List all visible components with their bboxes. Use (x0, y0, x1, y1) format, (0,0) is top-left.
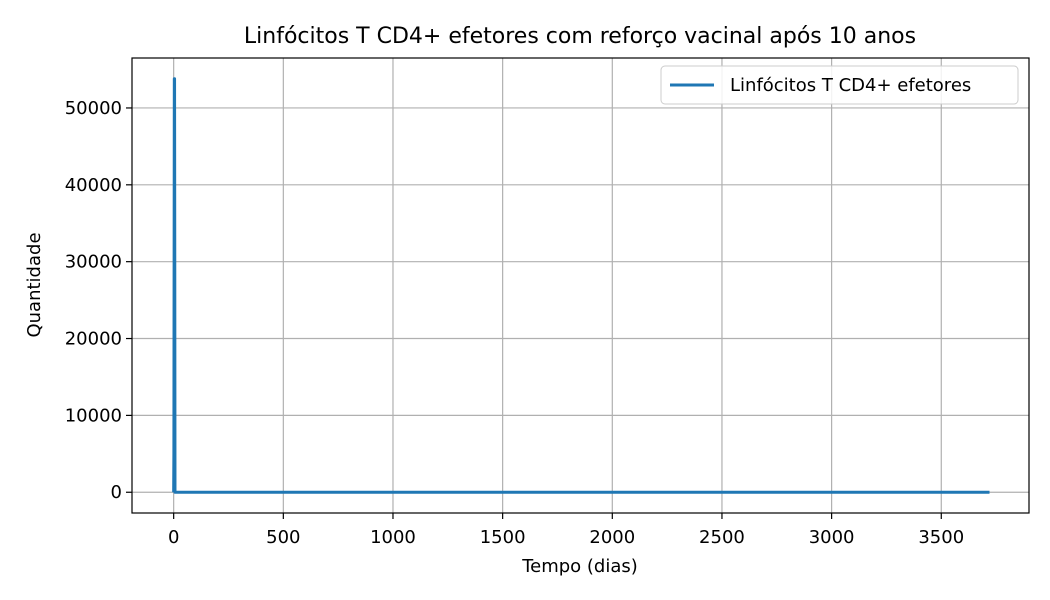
y-axis-label: Quantidade (24, 232, 45, 337)
y-tick-label: 40000 (65, 175, 122, 196)
series-layer (172, 77, 990, 494)
x-tick-label: 500 (266, 527, 300, 548)
x-axis: 0 500 1000 1500 2000 2500 3000 3500 (168, 513, 964, 548)
x-tick-label: 0 (168, 527, 179, 548)
x-tick-label: 1000 (370, 527, 416, 548)
y-tick-label: 30000 (65, 252, 122, 273)
chart-title: Linfócitos T CD4+ efetores com reforço v… (244, 24, 916, 49)
y-axis: 0 10000 20000 30000 40000 50000 (65, 98, 132, 503)
legend: Linfócitos T CD4+ efetores (660, 65, 1019, 105)
legend-box (660, 65, 1019, 105)
x-tick-label: 3500 (918, 527, 964, 548)
x-tick-label: 3000 (809, 527, 855, 548)
y-tick-label: 10000 (65, 405, 122, 426)
y-tick-label: 50000 (65, 98, 122, 119)
series-line (172, 77, 990, 494)
legend-label: Linfócitos T CD4+ efetores (730, 75, 971, 96)
grid (132, 58, 1029, 513)
plot-frame (131, 57, 1030, 514)
x-tick-label: 2500 (699, 527, 745, 548)
x-axis-label: Tempo (dias) (521, 556, 638, 577)
y-tick-label: 0 (111, 482, 122, 503)
x-tick-label: 2000 (589, 527, 635, 548)
x-tick-label: 1500 (480, 527, 526, 548)
y-tick-label: 20000 (65, 329, 122, 350)
